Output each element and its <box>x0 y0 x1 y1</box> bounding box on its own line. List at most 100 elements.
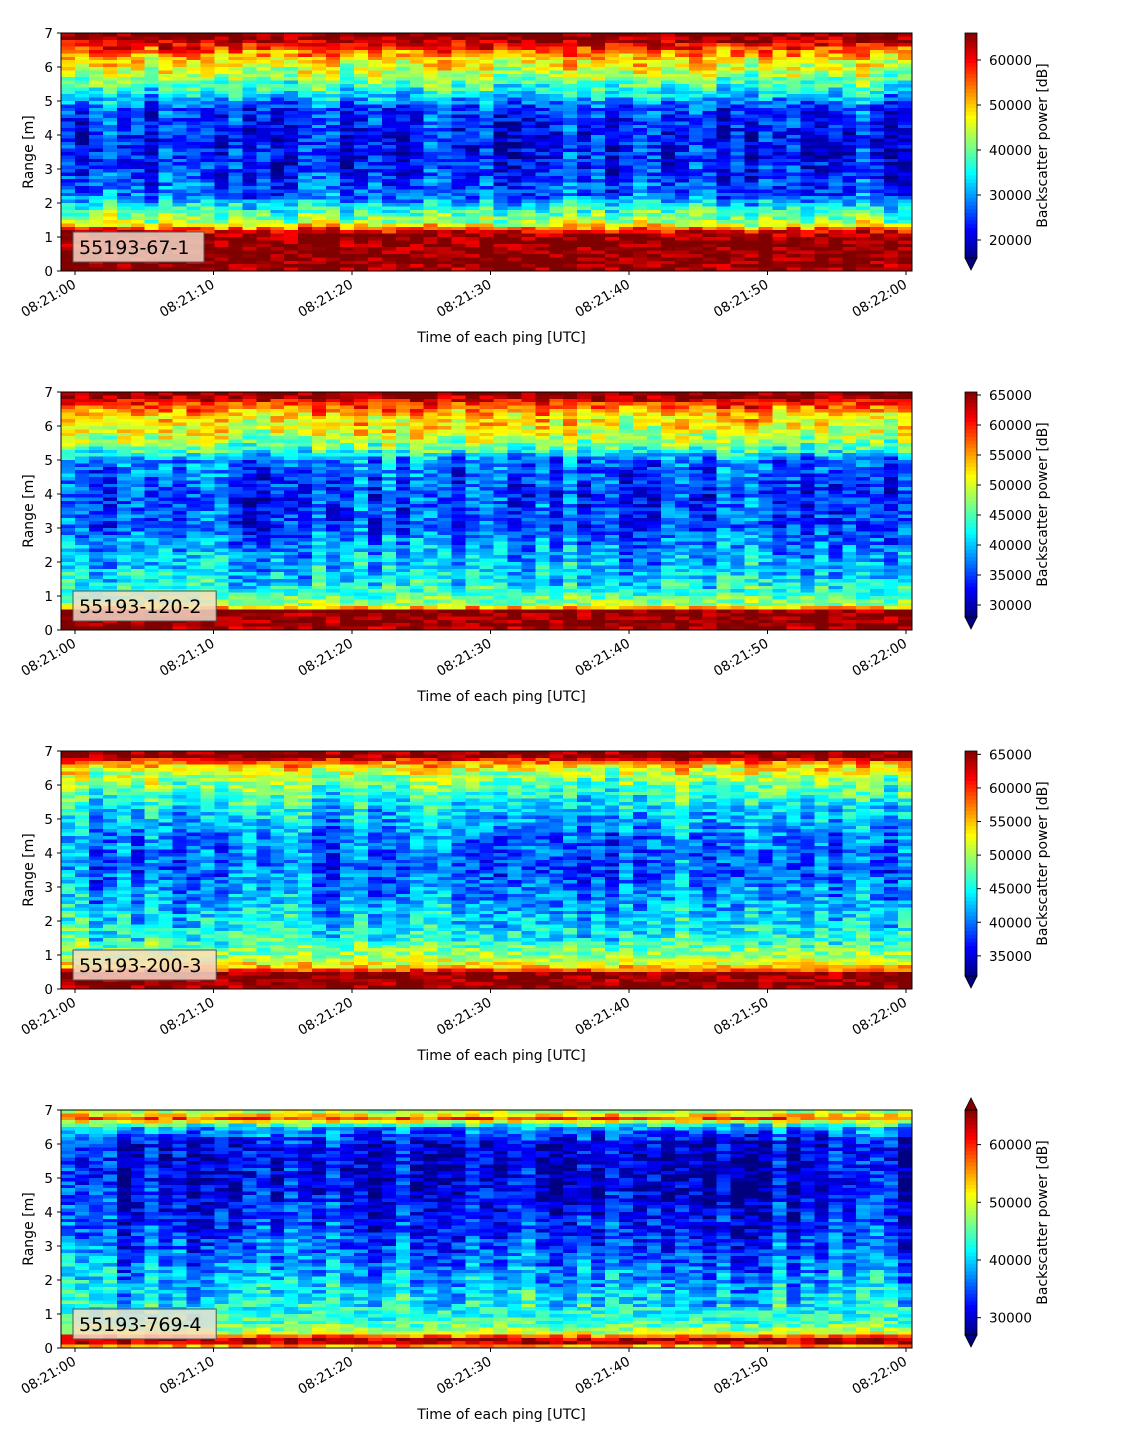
heatmap-cell <box>493 240 509 245</box>
heatmap-cell <box>74 165 90 170</box>
heatmap-cell <box>340 121 355 126</box>
heatmap-cell <box>423 189 439 194</box>
heatmap-cell <box>786 196 801 201</box>
heatmap-cell <box>353 175 369 180</box>
heatmap-cell <box>340 67 355 71</box>
heatmap-cell <box>256 80 271 85</box>
heatmap-cell <box>591 179 606 184</box>
heatmap-cell <box>381 169 397 173</box>
heatmap-cell <box>660 247 676 252</box>
heatmap-cell <box>367 250 383 255</box>
heatmap-cell <box>298 199 313 204</box>
colorbar-tick-label: 20000 <box>989 233 1032 249</box>
heatmap-cell <box>716 138 732 143</box>
heatmap-cell <box>284 257 299 262</box>
heatmap-cell <box>144 220 160 224</box>
heatmap-cell <box>326 203 341 207</box>
heatmap-cell <box>521 128 536 133</box>
heatmap-cell <box>242 101 257 105</box>
heatmap-cell <box>744 206 760 211</box>
heatmap-cell <box>116 33 132 37</box>
heatmap-cell <box>74 216 90 221</box>
heatmap-cell <box>507 162 522 167</box>
heatmap-cell <box>870 213 885 218</box>
heatmap-cell <box>61 415 76 420</box>
heatmap-cell <box>144 179 160 184</box>
heatmap-cell <box>479 162 495 167</box>
heatmap-cell <box>437 240 453 245</box>
heatmap-cell <box>688 155 704 160</box>
colorbar-segment <box>965 123 977 128</box>
heatmap-cell <box>144 209 160 214</box>
heatmap-cell <box>395 36 411 41</box>
heatmap-cell <box>326 179 341 184</box>
heatmap-cell <box>200 213 216 218</box>
heatmap-cell <box>116 216 132 221</box>
heatmap-cell <box>298 97 313 102</box>
heatmap-cell <box>772 172 788 177</box>
heatmap-cell <box>228 216 243 221</box>
heatmap-cell <box>340 186 355 190</box>
heatmap-cell <box>172 155 188 160</box>
heatmap-cell <box>74 162 90 167</box>
heatmap-cell <box>326 213 341 218</box>
heatmap-cell <box>88 264 104 269</box>
heatmap-cell <box>102 63 118 68</box>
heatmap-cell <box>800 189 815 194</box>
heatmap-cell <box>381 206 397 211</box>
heatmap-cell <box>116 398 132 403</box>
heatmap-cell <box>144 94 160 99</box>
heatmap-cell <box>535 223 550 228</box>
heatmap-cell <box>395 73 411 78</box>
heatmap-cell <box>828 213 843 218</box>
heatmap-cell <box>200 233 216 238</box>
heatmap-cell <box>563 172 578 177</box>
heatmap-cell <box>298 267 313 272</box>
heatmap-cell <box>242 39 257 44</box>
heatmap-cell <box>200 254 216 258</box>
heatmap-cell <box>88 213 104 218</box>
heatmap-cell <box>688 223 704 228</box>
heatmap-cell <box>465 155 481 160</box>
heatmap-cell <box>702 128 718 133</box>
heatmap-cell <box>716 240 732 245</box>
heatmap-cell <box>144 162 160 167</box>
heatmap-cell <box>256 107 271 112</box>
heatmap-cell <box>256 53 271 58</box>
colorbar-segment <box>965 59 977 64</box>
heatmap-cell <box>381 50 397 54</box>
heatmap-cell <box>353 243 369 248</box>
heatmap-cell <box>716 206 732 211</box>
heatmap-cell <box>326 94 341 99</box>
heatmap-cell <box>130 449 146 454</box>
heatmap-cell <box>298 206 313 211</box>
heatmap-cell <box>256 260 271 265</box>
heatmap-cell <box>158 264 174 269</box>
heatmap-cell <box>242 260 257 265</box>
heatmap-cell <box>423 145 439 150</box>
heatmap-cell <box>674 240 690 245</box>
heatmap-cell <box>758 145 774 150</box>
heatmap-cell <box>200 73 216 78</box>
heatmap-cell <box>172 196 188 201</box>
heatmap-cell <box>102 175 118 180</box>
heatmap-cell <box>214 53 230 58</box>
heatmap-cell <box>409 172 425 177</box>
heatmap-cell <box>828 196 843 201</box>
heatmap-cell <box>326 63 341 68</box>
heatmap-cell <box>144 70 160 75</box>
heatmap-cell <box>521 240 536 245</box>
heatmap-cell <box>172 172 188 177</box>
heatmap-cell <box>130 260 146 265</box>
heatmap-cell <box>158 67 174 71</box>
heatmap-cell <box>632 247 648 252</box>
heatmap-cell <box>284 145 299 150</box>
heatmap-cell <box>242 148 257 153</box>
heatmap-cell <box>563 155 578 160</box>
heatmap-cell <box>74 500 90 505</box>
heatmap-cell <box>395 53 411 58</box>
heatmap-cell <box>228 70 243 75</box>
heatmap-cell <box>451 213 467 218</box>
heatmap-cell <box>270 36 285 41</box>
